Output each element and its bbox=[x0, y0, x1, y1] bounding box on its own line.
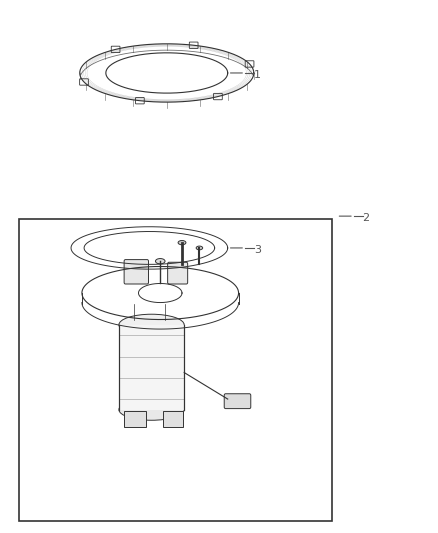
FancyBboxPatch shape bbox=[163, 411, 184, 427]
Ellipse shape bbox=[119, 399, 184, 420]
Ellipse shape bbox=[196, 246, 203, 250]
Ellipse shape bbox=[178, 240, 186, 245]
Ellipse shape bbox=[119, 314, 184, 335]
Text: 3: 3 bbox=[254, 245, 261, 255]
FancyBboxPatch shape bbox=[124, 411, 146, 427]
FancyBboxPatch shape bbox=[124, 260, 148, 284]
FancyBboxPatch shape bbox=[224, 394, 251, 409]
Bar bbox=[19, 219, 332, 521]
Text: 2: 2 bbox=[363, 213, 370, 223]
FancyBboxPatch shape bbox=[119, 325, 184, 410]
FancyBboxPatch shape bbox=[168, 262, 187, 284]
Text: 1: 1 bbox=[254, 70, 261, 79]
Ellipse shape bbox=[155, 259, 165, 264]
